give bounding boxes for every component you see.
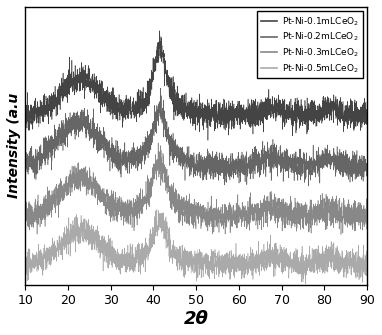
Pt-Ni-0.2mLCeO$_2$ xyxy=(365,163,369,167)
Pt-Ni-0.5mLCeO$_2$ xyxy=(169,248,173,252)
Pt-Ni-0.3mLCeO$_2$ xyxy=(169,194,173,198)
X-axis label: 2θ: 2θ xyxy=(184,310,209,328)
Pt-Ni-0.2mLCeO$_2$ xyxy=(322,152,326,156)
Pt-Ni-0.1mLCeO$_2$ xyxy=(322,116,326,120)
Pt-Ni-0.1mLCeO$_2$ xyxy=(82,85,87,89)
Pt-Ni-0.3mLCeO$_2$ xyxy=(62,182,66,186)
Pt-Ni-0.5mLCeO$_2$ xyxy=(23,242,28,246)
Pt-Ni-0.5mLCeO$_2$ xyxy=(358,270,363,274)
Pt-Ni-0.1mLCeO$_2$ xyxy=(206,138,210,142)
Pt-Ni-0.3mLCeO$_2$ xyxy=(82,179,87,183)
Pt-Ni-0.3mLCeO$_2$ xyxy=(156,141,160,145)
Pt-Ni-0.2mLCeO$_2$ xyxy=(358,158,363,162)
Line: Pt-Ni-0.1mLCeO$_2$: Pt-Ni-0.1mLCeO$_2$ xyxy=(25,31,367,140)
Pt-Ni-0.1mLCeO$_2$ xyxy=(169,93,173,97)
Pt-Ni-0.1mLCeO$_2$ xyxy=(358,129,363,133)
Pt-Ni-0.3mLCeO$_2$ xyxy=(154,165,159,169)
Pt-Ni-0.5mLCeO$_2$ xyxy=(322,264,326,268)
Pt-Ni-0.3mLCeO$_2$ xyxy=(321,207,326,211)
Pt-Ni-0.2mLCeO$_2$ xyxy=(82,114,87,118)
Line: Pt-Ni-0.3mLCeO$_2$: Pt-Ni-0.3mLCeO$_2$ xyxy=(25,143,367,234)
Pt-Ni-0.5mLCeO$_2$ xyxy=(82,236,87,240)
Pt-Ni-0.5mLCeO$_2$ xyxy=(154,222,159,226)
Pt-Ni-0.5mLCeO$_2$ xyxy=(62,236,66,240)
Pt-Ni-0.2mLCeO$_2$ xyxy=(154,125,159,129)
Pt-Ni-0.2mLCeO$_2$ xyxy=(306,184,311,188)
Pt-Ni-0.2mLCeO$_2$ xyxy=(158,86,163,90)
Line: Pt-Ni-0.2mLCeO$_2$: Pt-Ni-0.2mLCeO$_2$ xyxy=(25,88,367,186)
Pt-Ni-0.3mLCeO$_2$ xyxy=(358,201,363,205)
Pt-Ni-0.3mLCeO$_2$ xyxy=(23,206,28,210)
Pt-Ni-0.1mLCeO$_2$ xyxy=(154,61,159,65)
Pt-Ni-0.1mLCeO$_2$ xyxy=(157,29,162,33)
Pt-Ni-0.3mLCeO$_2$ xyxy=(339,232,343,237)
Pt-Ni-0.1mLCeO$_2$ xyxy=(23,114,28,118)
Pt-Ni-0.1mLCeO$_2$ xyxy=(365,100,369,104)
Pt-Ni-0.5mLCeO$_2$ xyxy=(365,273,369,277)
Pt-Ni-0.1mLCeO$_2$ xyxy=(62,94,66,98)
Pt-Ni-0.2mLCeO$_2$ xyxy=(169,150,173,154)
Y-axis label: Intensity (a.u: Intensity (a.u xyxy=(7,93,21,198)
Pt-Ni-0.5mLCeO$_2$ xyxy=(303,282,308,286)
Line: Pt-Ni-0.5mLCeO$_2$: Pt-Ni-0.5mLCeO$_2$ xyxy=(25,209,367,284)
Pt-Ni-0.3mLCeO$_2$ xyxy=(365,219,369,223)
Pt-Ni-0.2mLCeO$_2$ xyxy=(23,158,28,162)
Pt-Ni-0.2mLCeO$_2$ xyxy=(62,136,66,140)
Legend: Pt-Ni-0.1mLCeO$_2$, Pt-Ni-0.2mLCeO$_2$, Pt-Ni-0.3mLCeO$_2$, Pt-Ni-0.5mLCeO$_2$: Pt-Ni-0.1mLCeO$_2$, Pt-Ni-0.2mLCeO$_2$, … xyxy=(257,11,363,78)
Pt-Ni-0.5mLCeO$_2$ xyxy=(155,207,159,211)
